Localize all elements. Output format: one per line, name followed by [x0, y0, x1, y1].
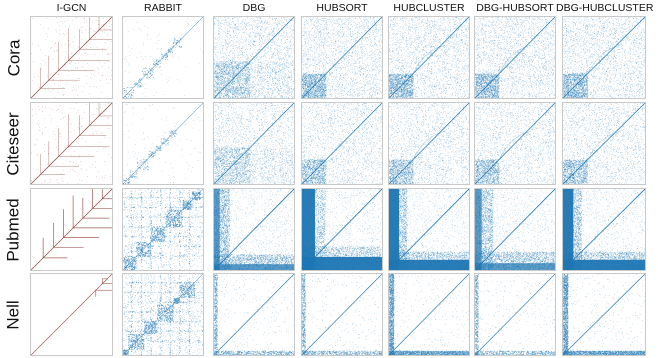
sparsity-plot-pubmed-rabbit	[123, 189, 203, 270]
sparsity-plot-citeseer-hubsort	[302, 103, 382, 184]
panel-citeseer-dbg	[213, 102, 295, 185]
column-header-dbg-hubcluster: DBG-HUBCLUSTER	[556, 2, 654, 14]
column-header-i-gcn: I-GCN	[56, 2, 87, 14]
panel-nell-dbg-hubcluster	[562, 273, 646, 356]
sparsity-plot-citeseer-rabbit	[123, 103, 203, 184]
panel-nell-i-gcn	[30, 273, 113, 356]
column-header-dbg-hubsort: DBG-HUBSORT	[476, 2, 554, 14]
panel-cora-hubcluster	[388, 16, 470, 99]
column-header-hubsort: HUBSORT	[316, 2, 368, 14]
sparsity-plot-pubmed-hubsort	[302, 189, 382, 270]
panel-pubmed-dbg-hubcluster	[562, 188, 646, 271]
panel-nell-rabbit	[122, 273, 204, 356]
column-header-dbg: DBG	[242, 2, 266, 14]
column-header-hubcluster: HUBCLUSTER	[393, 2, 465, 14]
sparsity-plot-citeseer-hubcluster	[389, 103, 469, 184]
sparsity-plot-cora-hubcluster	[389, 17, 469, 98]
sparsity-plot-citeseer-dbg-hubcluster	[563, 103, 645, 184]
sparsity-plot-cora-hubsort	[302, 17, 382, 98]
panel-cora-dbg-hubcluster	[562, 16, 646, 99]
panel-cora-rabbit	[122, 16, 204, 99]
panel-pubmed-hubsort	[301, 188, 383, 271]
sparsity-plot-nell-dbg-hubsort	[475, 274, 555, 355]
sparsity-plot-cora-i-gcn	[31, 17, 112, 98]
panel-cora-hubsort	[301, 16, 383, 99]
panel-nell-hubsort	[301, 273, 383, 356]
column-header-rabbit: RABBIT	[144, 2, 182, 14]
sparsity-plot-pubmed-dbg-hubcluster	[563, 189, 645, 270]
panel-nell-hubcluster	[388, 273, 470, 356]
panel-citeseer-i-gcn	[30, 102, 113, 185]
panel-citeseer-hubcluster	[388, 102, 470, 185]
sparsity-plot-cora-dbg-hubcluster	[563, 17, 645, 98]
sparsity-plot-citeseer-dbg	[214, 103, 294, 184]
row-header-citeseer: Citeseer	[4, 111, 23, 176]
sparsity-plot-nell-i-gcn	[31, 274, 112, 355]
sparsity-plot-cora-dbg	[214, 17, 294, 98]
sparsity-plot-pubmed-hubcluster	[389, 189, 469, 270]
sparsity-plot-citeseer-dbg-hubsort	[475, 103, 555, 184]
sparsity-plot-citeseer-i-gcn	[31, 103, 112, 184]
sparsity-plot-nell-hubcluster	[389, 274, 469, 355]
panel-citeseer-dbg-hubcluster	[562, 102, 646, 185]
sparsity-plot-nell-rabbit	[123, 274, 203, 355]
panel-pubmed-rabbit	[122, 188, 204, 271]
sparsity-plot-pubmed-i-gcn	[31, 189, 112, 270]
sparsity-plot-cora-dbg-hubsort	[475, 17, 555, 98]
panel-pubmed-hubcluster	[388, 188, 470, 271]
panel-nell-dbg-hubsort	[474, 273, 556, 356]
panel-pubmed-dbg-hubsort	[474, 188, 556, 271]
panel-pubmed-i-gcn	[30, 188, 113, 271]
panel-citeseer-dbg-hubsort	[474, 102, 556, 185]
sparsity-plot-cora-rabbit	[123, 17, 203, 98]
panel-citeseer-rabbit	[122, 102, 204, 185]
panel-cora-dbg-hubsort	[474, 16, 556, 99]
row-header-nell: Nell	[4, 299, 24, 330]
row-header-pubmed: Pubmed	[4, 197, 24, 262]
sparsity-plot-pubmed-dbg	[214, 189, 294, 270]
sparsity-plot-nell-dbg-hubcluster	[563, 274, 645, 355]
row-header-cora: Cora	[4, 39, 24, 76]
panel-nell-dbg	[213, 273, 295, 356]
sparsity-plot-pubmed-dbg-hubsort	[475, 189, 555, 270]
panel-cora-dbg	[213, 16, 295, 99]
sparsity-plot-nell-hubsort	[302, 274, 382, 355]
sparsity-plot-nell-dbg	[214, 274, 294, 355]
panel-pubmed-dbg	[213, 188, 295, 271]
panel-cora-i-gcn	[30, 16, 113, 99]
panel-citeseer-hubsort	[301, 102, 383, 185]
